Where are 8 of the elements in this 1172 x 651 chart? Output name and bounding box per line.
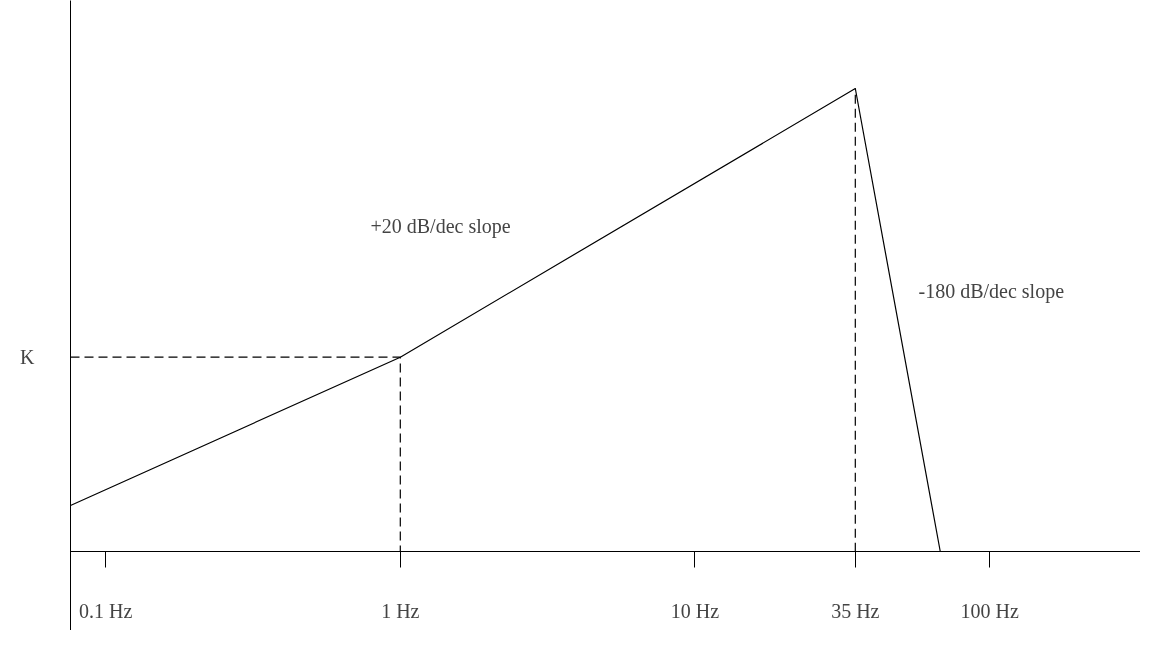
annotation: K xyxy=(20,346,36,369)
x-tick-label: 1 Hz xyxy=(381,599,420,622)
annotation: +20 dB/dec slope xyxy=(370,214,511,238)
x-tick-label: 35 Hz xyxy=(831,599,880,622)
annotation: -180 dB/dec slope xyxy=(918,279,1065,303)
x-tick-label: 0.1 Hz xyxy=(78,599,133,622)
x-tick-label: 10 Hz xyxy=(670,599,720,622)
x-tick-label: 100 Hz xyxy=(960,599,1019,622)
